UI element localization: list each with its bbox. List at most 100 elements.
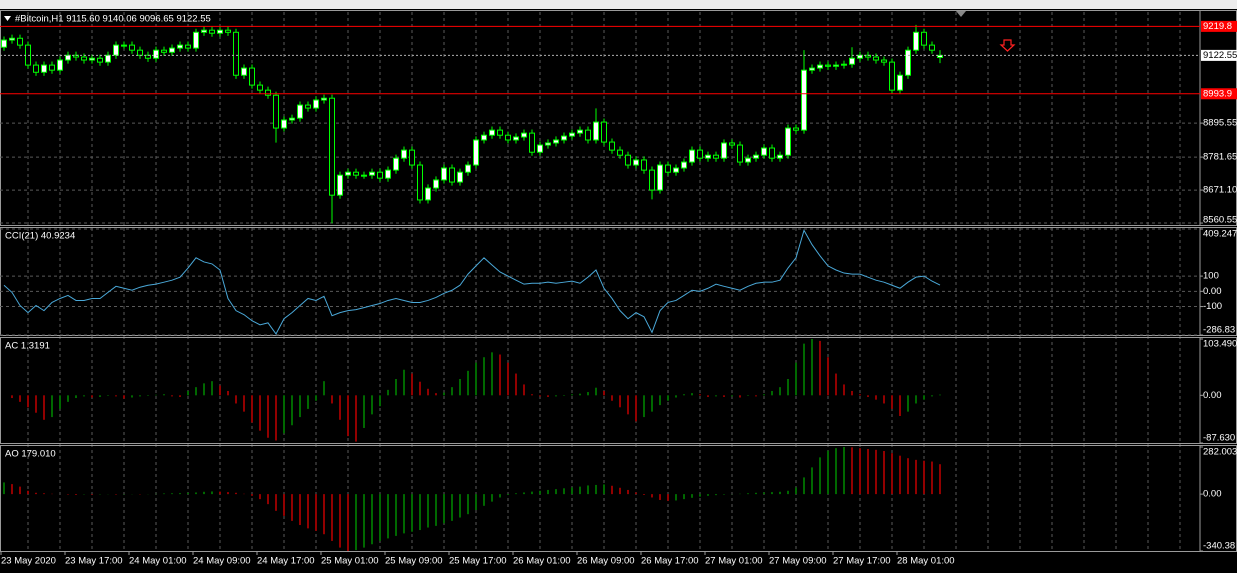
candle-body [321, 97, 327, 101]
y-tick-label: 100 [1203, 271, 1219, 282]
candle-body [641, 159, 647, 171]
candle-body [537, 144, 543, 153]
candle-body [409, 149, 415, 166]
candle-body [673, 167, 679, 173]
candle-body [689, 149, 695, 163]
candle-body [665, 164, 671, 173]
candle-body [201, 29, 207, 33]
y-tick-label: 103.490 [1203, 339, 1237, 350]
sell-arrow [999, 39, 1016, 52]
candle-body [153, 49, 159, 59]
candle-body [745, 157, 751, 163]
x-tick-label: 25 May 17:00 [449, 556, 507, 567]
candle-body [369, 171, 375, 176]
candle-body [585, 129, 591, 141]
candle-body [225, 29, 231, 33]
candle-body [233, 31, 239, 76]
candle-body [49, 64, 55, 71]
candle-body [593, 121, 599, 141]
candle-body [337, 174, 343, 196]
y-tick-label: 8560.55 [1203, 215, 1237, 226]
candle-body [89, 57, 95, 61]
x-tick-label: 23 May 2020 [1, 556, 56, 567]
y-tick-label: -340.38 [1203, 541, 1235, 552]
candle-body [289, 117, 295, 121]
x-tick-label: 24 May 09:00 [193, 556, 251, 567]
panel-title: CCI(21) 40.9234 [5, 231, 75, 242]
candle-body [913, 31, 919, 51]
candle-body [169, 47, 175, 53]
candle-body [193, 31, 199, 49]
candle-body [849, 57, 855, 65]
candle-body [241, 67, 247, 76]
panel-title: AC 1.3191 [5, 341, 50, 352]
candle-body [209, 29, 215, 34]
candle-body [17, 37, 23, 46]
panel-title: AO 179.010 [5, 449, 56, 460]
x-tick-label: 24 May 01:00 [129, 556, 187, 567]
menu-triangle[interactable] [4, 16, 11, 21]
y-tick-label: -100 [1203, 301, 1222, 312]
candle-body [353, 171, 359, 176]
candle-body [393, 157, 399, 171]
candle-body [617, 149, 623, 156]
y-tick-label: -87.630 [1203, 433, 1235, 444]
candle-body [105, 54, 111, 63]
level-label: 9219.8 [1203, 21, 1232, 32]
x-tick-label: 23 May 17:00 [65, 556, 123, 567]
x-tick-label: 24 May 17:00 [257, 556, 315, 567]
chart-shift-marker[interactable] [956, 11, 966, 17]
candle-body [905, 49, 911, 76]
candle-body [385, 169, 391, 179]
candle-body [177, 44, 183, 49]
candle-body [57, 59, 63, 71]
candle-body [433, 179, 439, 189]
candle-body [721, 142, 727, 159]
candle-body [841, 63, 847, 66]
candle-body [361, 174, 367, 177]
y-tick-label: 0.00 [1203, 489, 1222, 500]
candle-body [305, 104, 311, 109]
candle-body [889, 61, 895, 91]
candle-body [513, 136, 519, 141]
candle-body [329, 97, 335, 196]
candle-body [249, 67, 255, 86]
candle-body [777, 154, 783, 159]
candle-body [281, 119, 287, 129]
candle-body [753, 154, 759, 159]
candle-body [65, 54, 71, 61]
candle-body [297, 104, 303, 119]
candle-body [649, 169, 655, 191]
level-label-box [1201, 20, 1237, 32]
candle-body [897, 74, 903, 91]
candle-body [625, 154, 631, 166]
toolbar-strip [0, 0, 1237, 9]
y-tick-label: 0.00 [1203, 286, 1222, 297]
indicator-line [3, 229, 941, 335]
candle-body [569, 132, 575, 137]
candle-body [793, 127, 799, 131]
candle-body [377, 171, 383, 179]
x-tick-label: 27 May 17:00 [833, 556, 891, 567]
candle-body [881, 59, 887, 63]
candle-body [273, 94, 279, 129]
candle-body [809, 67, 815, 71]
candle-body [137, 49, 143, 56]
candle-body [705, 154, 711, 159]
candle-body [33, 64, 39, 73]
candle-body [601, 121, 607, 143]
candle-body [449, 167, 455, 183]
y-tick-label: 8671.10 [1203, 185, 1237, 196]
candle-body [873, 56, 879, 61]
candle-body [497, 129, 503, 136]
x-tick-label: 26 May 01:00 [513, 556, 571, 567]
x-tick-label: 27 May 01:00 [705, 556, 763, 567]
candle-body [113, 44, 119, 56]
candle-body [761, 147, 767, 156]
candle-body [41, 64, 47, 73]
candle-body [657, 164, 663, 191]
y-tick-label: 8895.55 [1203, 118, 1237, 129]
candle-body [161, 49, 167, 53]
candle-body [609, 141, 615, 151]
candle-body [577, 129, 583, 134]
